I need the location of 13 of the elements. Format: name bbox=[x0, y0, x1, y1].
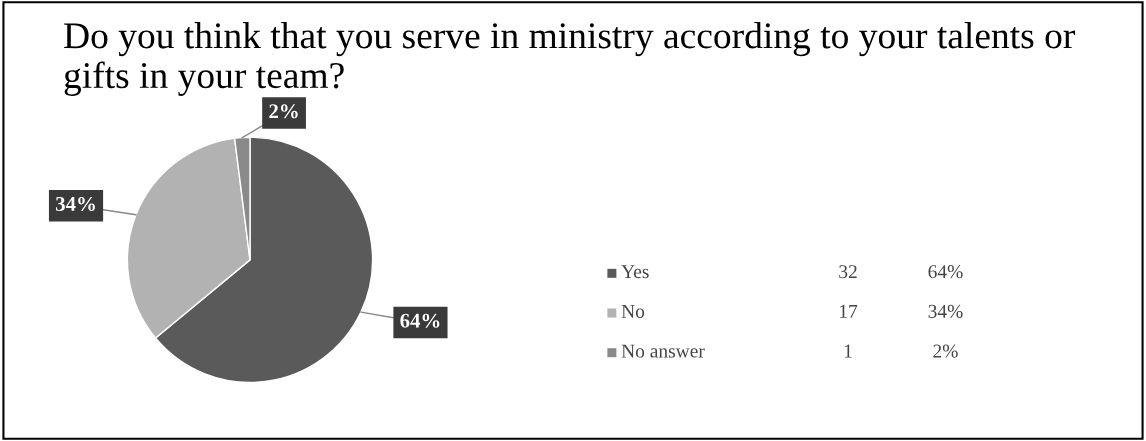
data-label: 34% bbox=[55, 196, 95, 211]
legend-label: No answer bbox=[621, 344, 705, 358]
chart-title: Do you think that you serve in ministry according to your talents or gifts in your team? bbox=[64, 22, 1076, 96]
text: 64% bbox=[928, 265, 963, 279]
data-label: 64% bbox=[400, 313, 440, 328]
text: 2% bbox=[933, 344, 958, 358]
data-label: 2% bbox=[269, 104, 298, 119]
text: 17 bbox=[840, 304, 858, 318]
text: 34% bbox=[928, 304, 963, 318]
text: 32 bbox=[839, 265, 857, 279]
legend-label: Yes bbox=[621, 265, 649, 279]
legend-label: No bbox=[621, 304, 645, 318]
text: 1 bbox=[844, 344, 852, 358]
